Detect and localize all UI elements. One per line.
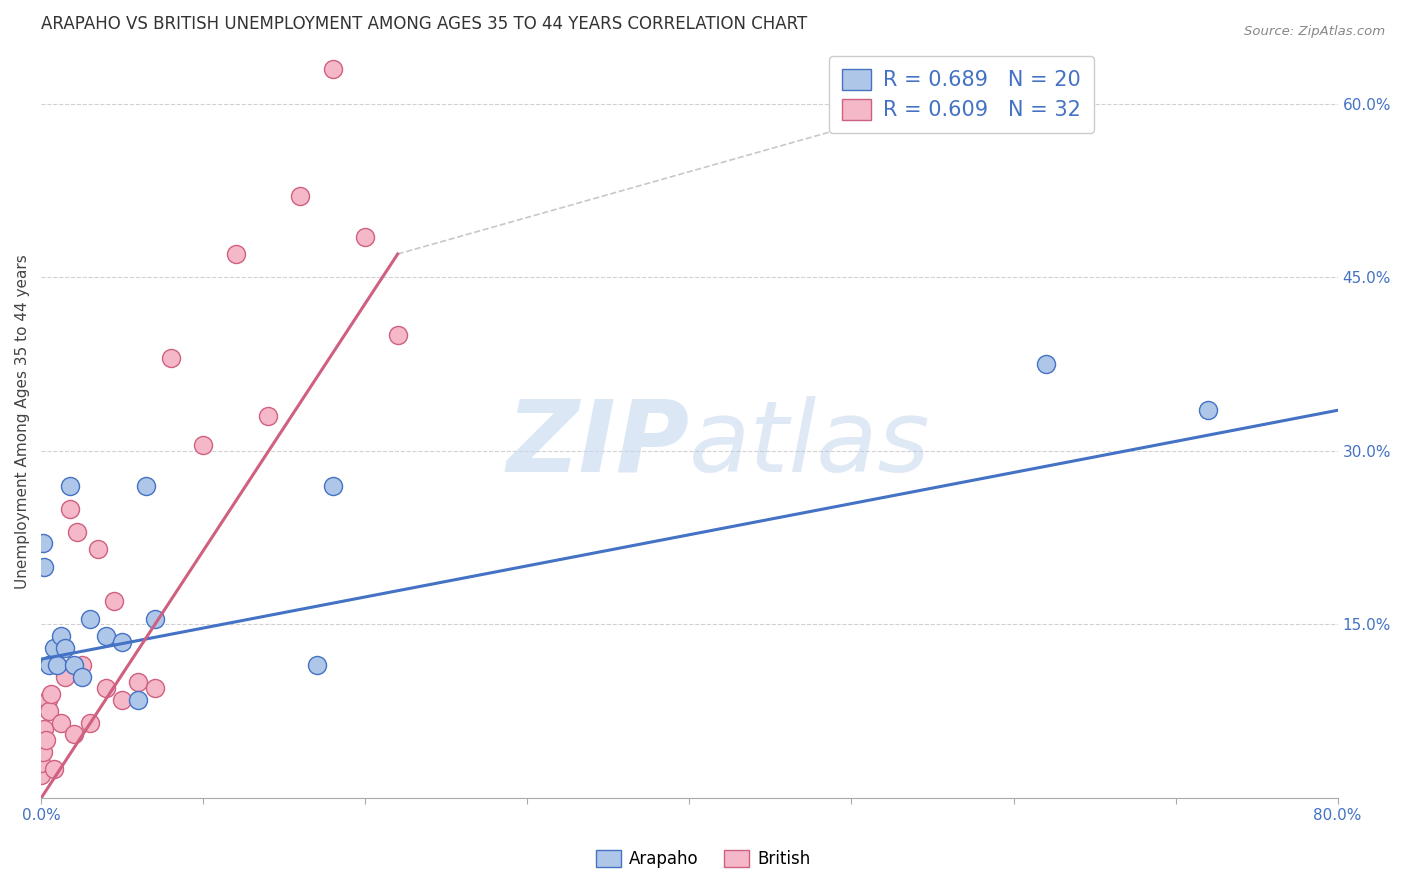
Point	[39, 687, 62, 701]
Point	[135, 478, 157, 492]
Point	[30, 739, 52, 753]
Text: atlas: atlas	[689, 396, 931, 493]
Point	[79, 612, 101, 626]
Point	[225, 247, 247, 261]
Point	[354, 229, 377, 244]
Point	[257, 409, 280, 423]
Point	[94, 629, 117, 643]
Point	[59, 501, 82, 516]
Point	[55, 669, 77, 683]
Point	[103, 594, 125, 608]
Point	[143, 612, 166, 626]
Point	[59, 478, 82, 492]
Point	[38, 657, 60, 672]
Point	[70, 669, 93, 683]
Point	[70, 657, 93, 672]
Point	[34, 559, 56, 574]
Point	[35, 733, 58, 747]
Point	[30, 768, 52, 782]
Point	[62, 727, 84, 741]
Point	[127, 692, 149, 706]
Point	[111, 635, 134, 649]
Point	[42, 640, 65, 655]
Point	[111, 692, 134, 706]
Point	[1197, 403, 1219, 417]
Text: ARAPAHO VS BRITISH UNEMPLOYMENT AMONG AGES 35 TO 44 YEARS CORRELATION CHART: ARAPAHO VS BRITISH UNEMPLOYMENT AMONG AG…	[41, 15, 807, 33]
Point	[49, 629, 72, 643]
Point	[46, 657, 69, 672]
Point	[322, 62, 344, 76]
Point	[30, 756, 52, 771]
Point	[34, 722, 56, 736]
Point	[66, 524, 89, 539]
Point	[193, 438, 215, 452]
Point	[143, 681, 166, 695]
Text: ZIP: ZIP	[506, 396, 689, 493]
Point	[79, 715, 101, 730]
Text: Source: ZipAtlas.com: Source: ZipAtlas.com	[1244, 25, 1385, 38]
Point	[62, 657, 84, 672]
Point	[31, 536, 53, 550]
Point	[31, 745, 53, 759]
Point	[55, 640, 77, 655]
Legend: Arapaho, British: Arapaho, British	[589, 843, 817, 875]
Point	[37, 692, 59, 706]
Point	[127, 675, 149, 690]
Point	[159, 351, 181, 366]
Point	[290, 189, 312, 203]
Point	[387, 328, 409, 343]
Point	[1035, 357, 1057, 371]
Point	[49, 715, 72, 730]
Point	[46, 657, 69, 672]
Point	[305, 657, 328, 672]
Point	[38, 704, 60, 718]
Point	[42, 762, 65, 776]
Legend: R = 0.689   N = 20, R = 0.609   N = 32: R = 0.689 N = 20, R = 0.609 N = 32	[830, 56, 1094, 133]
Y-axis label: Unemployment Among Ages 35 to 44 years: Unemployment Among Ages 35 to 44 years	[15, 254, 30, 590]
Point	[322, 478, 344, 492]
Point	[87, 542, 110, 557]
Point	[94, 681, 117, 695]
